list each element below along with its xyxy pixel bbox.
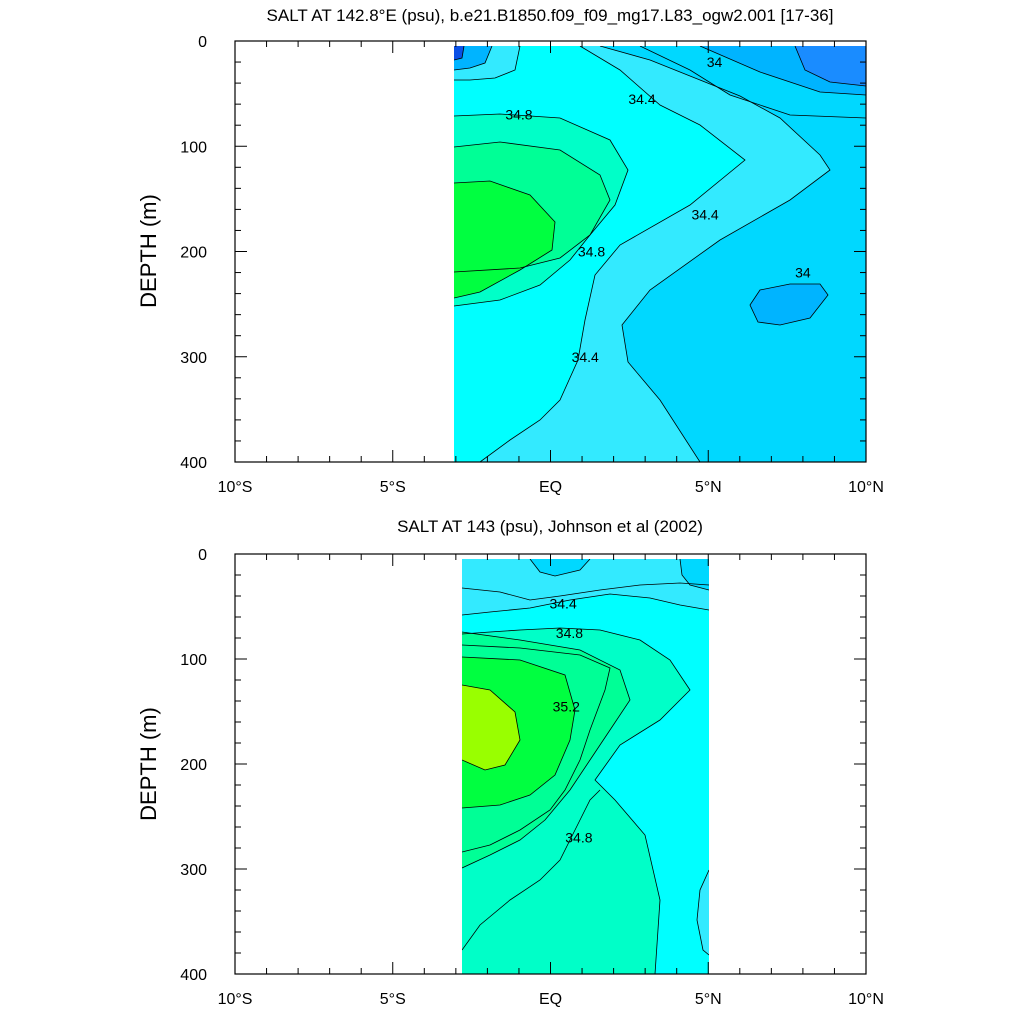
contour-label: 34 [795,265,811,281]
x-tick-label: 5°S [380,479,406,496]
contour-label: 34.8 [578,244,605,260]
panel1-ticks [234,40,867,463]
panel2-fill-34-2-right [680,559,709,590]
panel1-fill-34-0-tl [454,46,492,70]
panel1-contour-tl-c [454,46,465,61]
panel2-contour-34-8 [462,644,611,853]
panel2-ylabel: DEPTH (m) [136,707,161,821]
panel1-contour-34-0 [699,46,866,96]
panel-model: SALT AT 142.8°E (psu), b.e21.B1850.f09_f… [136,6,884,496]
x-tick-label: 10°S [218,479,253,496]
panel-observation: SALT AT 143 (psu), Johnson et al (2002) [136,517,884,1008]
panel2-contour-lines [462,559,709,974]
contour-label: 34.4 [628,91,655,107]
y-tick-label: 0 [198,547,207,564]
panel2-contour-labels: 34.4 34.8 35.2 34.8 [549,595,592,845]
panel2-contour-34-2-b [679,559,709,591]
x-tick-label: 5°N [695,991,722,1008]
panel1-contour-lines [454,46,866,462]
panel1-fill-34-0-lens [750,284,828,325]
panel2-fill-35-4 [462,685,520,770]
panel1-contour-tl-b [454,46,493,71]
contour-label: 34 [707,54,723,70]
y-tick-label: 200 [180,245,207,262]
contour-label: 35.2 [553,698,580,714]
panel2-contour-34-4-b [462,593,709,616]
contour-label: 34.8 [505,107,532,123]
y-tick-label: 100 [180,139,207,156]
y-tick-label: 100 [180,652,207,669]
y-tick-label: 400 [180,967,207,984]
panel2-ticks [234,553,867,975]
panel1-contour-35-0 [454,141,611,273]
contour-label: 34.8 [556,625,583,641]
panel1-tick-labels: 10°S 5°S EQ 5°N 10°N 0 100 200 300 400 [180,34,884,496]
y-tick-label: 300 [180,862,207,879]
contour-label: 34.4 [549,595,576,611]
panel1-contour-33-8 [794,46,866,87]
y-tick-label: 400 [180,455,207,472]
panel2-contour-34-4-a [462,582,709,601]
panel2-fill-34-4 [462,559,709,615]
panel2-contour-35-4 [462,684,521,771]
panel1-fill-33-8-top [795,46,866,86]
panel1-title: SALT AT 142.8°E (psu), b.e21.B1850.f09_f… [267,6,834,25]
y-tick-label: 200 [180,757,207,774]
panel2-tick-labels: 10°S 5°S EQ 5°N 10°N 0 100 200 300 400 [180,547,884,1008]
panel1-contour-34-2 [639,46,866,119]
panel1-contour-tl-a [454,46,521,81]
panel1-ylabel: DEPTH (m) [136,194,161,308]
panel1-contour-labels: 34 34.4 34.8 34.8 34.4 34 34.4 [505,54,811,365]
panel2-fill-34-2 [530,559,590,576]
panel2-contour-right [696,869,709,956]
panel2-contour-34-2-a [529,559,591,577]
panel1-contour-34-8 [454,113,629,307]
y-tick-label: 0 [198,34,207,51]
panel1-contour-34-4 [599,46,831,462]
contour-label: 34.4 [572,349,599,365]
x-tick-label: 5°S [380,991,406,1008]
panel1-contour-34-6 [479,46,746,462]
x-tick-label: 10°S [218,991,253,1008]
panel2-contour-34-6 [462,627,691,974]
panel2-contour-34-8-deep [462,789,601,951]
contour-label: 34.4 [691,207,718,223]
y-tick-label: 300 [180,350,207,367]
x-tick-label: 10°N [848,479,884,496]
panel1-fill-33-6-tl [454,46,464,60]
contour-label: 34.8 [565,830,592,846]
panel2-contour-35-2 [462,656,576,809]
x-tick-label: 5°N [695,479,722,496]
x-tick-label: 10°N [848,991,884,1008]
panel2-title: SALT AT 143 (psu), Johnson et al (2002) [397,517,703,536]
panel1-contour-35-2 [454,180,556,299]
x-tick-label: EQ [539,479,562,496]
x-tick-label: EQ [539,991,562,1008]
panel1-contour-34-0-lens [749,283,829,326]
panel1-fill-35-2 [454,181,555,298]
panel2-contour-35-0 [462,631,631,869]
